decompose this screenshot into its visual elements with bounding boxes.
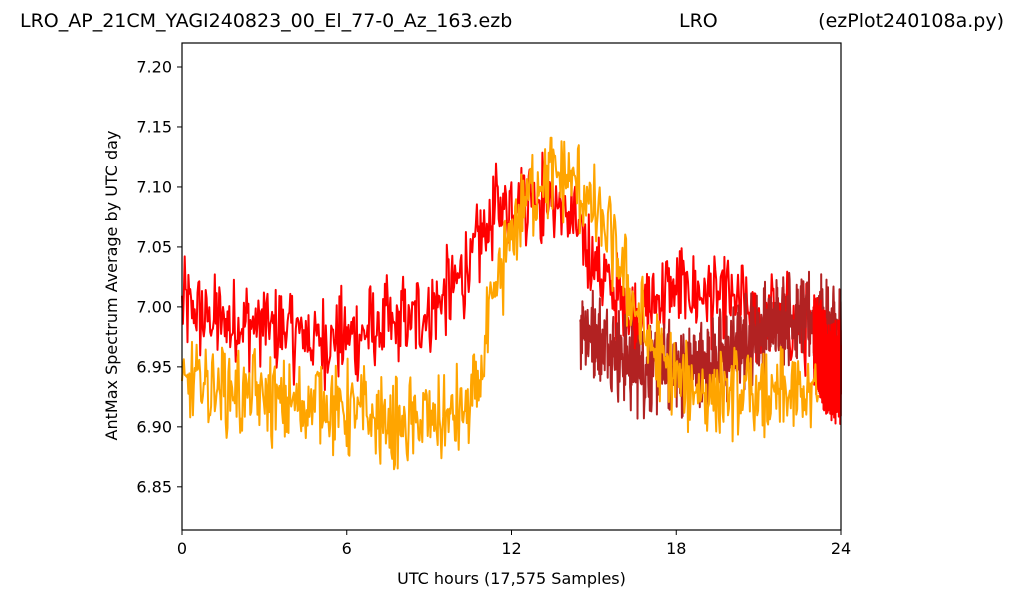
y-tick-label-6: 7.15 <box>136 117 172 136</box>
series-2-line <box>812 294 842 425</box>
series-0-path <box>181 151 820 391</box>
file-title: LRO_AP_21CM_YAGI240823_00_El_77-0_Az_163… <box>20 10 513 32</box>
y-tick-label-4: 7.05 <box>136 237 172 256</box>
series-1-path <box>579 270 842 420</box>
x-tick-label-1: 6 <box>342 539 352 558</box>
x-axis-label: UTC hours (17,575 Samples) <box>397 569 626 588</box>
y-tick-label-2: 6.95 <box>136 357 172 376</box>
x-tick-label-4: 24 <box>831 539 851 558</box>
x-tick-label-0: 0 <box>177 539 187 558</box>
y-tick-label-1: 6.90 <box>136 417 172 436</box>
y-tick-label-7: 7.20 <box>136 57 172 76</box>
y-axis-label: AntMax Spectrum Average by UTC day <box>102 131 121 441</box>
station-label: LRO <box>679 10 718 32</box>
series-1-line <box>579 270 842 420</box>
series-layer <box>181 136 842 471</box>
series-2-path <box>812 294 842 425</box>
series-0-line <box>181 151 820 391</box>
script-label: (ezPlot240108a.py) <box>818 10 1004 32</box>
x-tick-label-3: 18 <box>666 539 686 558</box>
y-tick-label-3: 7.00 <box>136 297 172 316</box>
y-tick-label-5: 7.10 <box>136 177 172 196</box>
series-3-line <box>181 136 820 471</box>
y-tick-label-0: 6.85 <box>136 477 172 496</box>
series-3-path <box>181 136 820 471</box>
axis-layer: 0 6 12 18 24 6.85 6.90 6.95 7.00 7.05 7.10 7.15 7.20 <box>136 57 851 558</box>
x-tick-label-2: 12 <box>501 539 521 558</box>
